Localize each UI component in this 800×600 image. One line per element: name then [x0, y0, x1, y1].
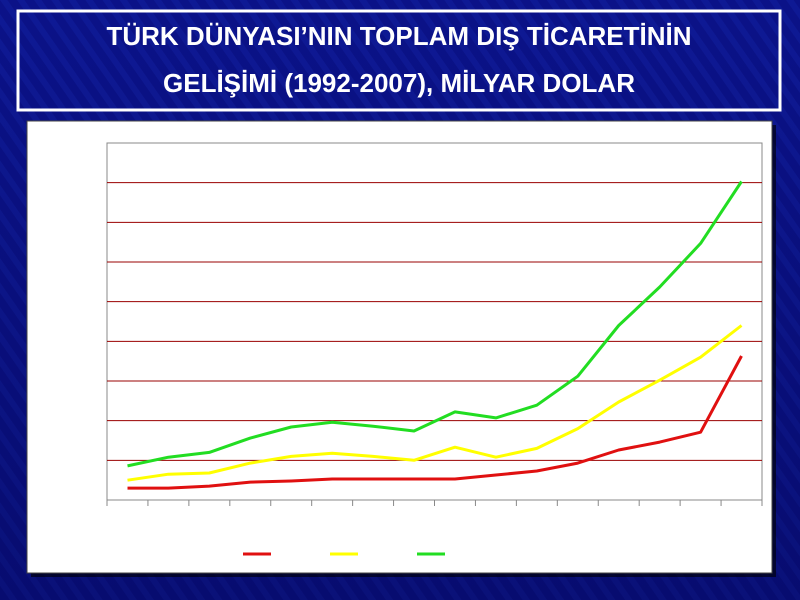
chart-title: GELİŞİMİ (1992-2007), MİLYAR DOLAR	[163, 68, 635, 98]
line-series	[127, 324, 743, 482]
chart-title: TÜRK DÜNYASI’NIN TOPLAM DIŞ TİCARETİNİN	[106, 21, 691, 51]
plot	[106, 180, 763, 556]
title-box	[16, 9, 782, 112]
line-series	[127, 180, 743, 468]
line-series	[127, 355, 743, 490]
plot-area	[106, 142, 763, 501]
